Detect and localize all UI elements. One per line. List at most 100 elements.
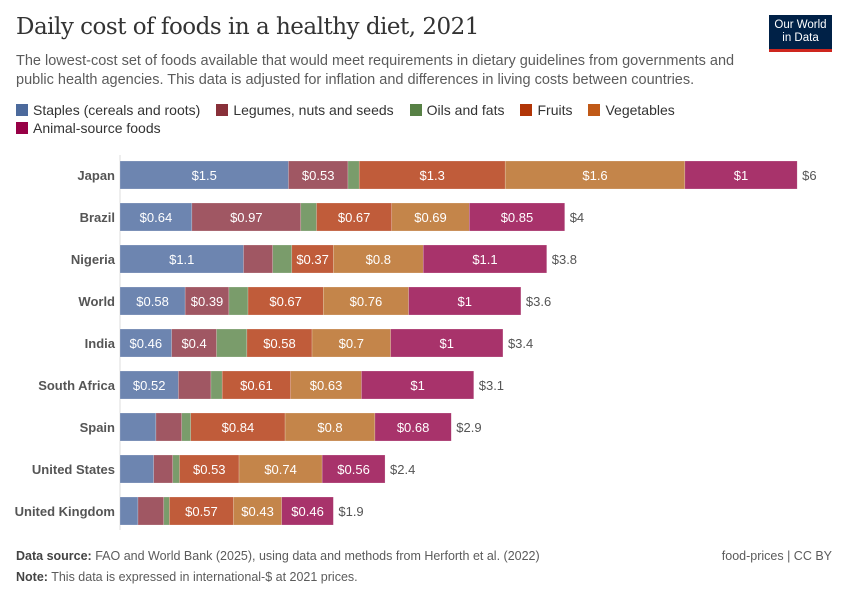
bar-segment [238,454,323,484]
bar-segment [155,412,183,442]
note: Note: This data is expressed in internat… [16,570,358,584]
data-label: $0.68 [397,420,430,435]
logo-line2: in Data [782,32,819,44]
data-label: $0.7 [339,336,364,351]
source-label: Data source: [16,549,92,563]
bar-segment [191,202,302,232]
data-label: $0.61 [240,378,273,393]
category-label: India [85,336,116,351]
total-label: $4 [570,210,584,225]
bar-segment [391,202,470,232]
bar-segment [291,244,334,274]
category-label: Brazil [80,210,115,225]
data-label: $0.64 [140,210,173,225]
bar-segment [119,496,139,526]
data-label: $0.84 [222,420,255,435]
bar-segment [210,370,223,400]
total-label: $1.9 [338,504,363,519]
data-label: $0.74 [264,462,297,477]
bar-segment [119,412,157,442]
legend-label: Animal-source foods [33,120,161,136]
data-label: $1.1 [169,252,194,267]
data-label: $1 [458,294,472,309]
bar-segment [119,244,244,274]
category-label: South Africa [38,378,116,393]
bar-segment [221,370,291,400]
legend-swatch [588,104,601,116]
bar-segment [233,496,282,526]
data-label: $1.3 [420,168,445,183]
data-label: $0.97 [230,210,263,225]
bar-segment [190,412,286,442]
bar-segment [422,244,547,274]
category-label: United Kingdom [15,504,115,519]
source-text[interactable]: FAO and World Bank (2025), using data an… [95,549,540,563]
data-label: $0.57 [185,504,218,519]
data-label: $1 [734,168,748,183]
bar-segment [358,160,506,190]
category-label: Spain [80,420,115,435]
data-label: $1 [410,378,424,393]
bar-segment [390,328,504,358]
data-label: $0.46 [291,504,324,519]
category-label: Japan [77,168,115,183]
data-label: $0.85 [501,210,534,225]
data-source: Data source: FAO and World Bank (2025), … [16,549,540,563]
bar-segment [246,328,313,358]
total-label: $3.4 [508,336,533,351]
bar-segment [119,160,289,190]
note-text: This data is expressed in international-… [51,570,358,584]
legend-label: Oils and fats [426,102,505,118]
category-label: United States [32,462,115,477]
bar-segment [272,244,293,274]
legend-item[interactable]: Oils and fats [409,101,505,119]
bar-segment [243,244,273,274]
total-label: $2.4 [390,462,415,477]
data-label: $1 [440,336,454,351]
bar-segment [284,412,376,442]
category-label: World [78,294,115,309]
owid-logo[interactable]: Our World in Data [769,15,832,52]
bar-segment [323,286,409,316]
total-label: $6 [802,168,816,183]
total-label: $3.1 [479,378,504,393]
bar-segment [347,160,360,190]
bar-segment [469,202,565,232]
bar-segment [137,496,165,526]
bar-segment [228,286,249,316]
data-label: $0.53 [193,462,226,477]
bar-segment [311,328,391,358]
total-label: $3.8 [552,252,577,267]
data-label: $0.52 [133,378,166,393]
bar-segment [290,370,362,400]
data-label: $0.8 [366,252,391,267]
data-label: $0.37 [296,252,329,267]
legend-item[interactable]: Animal-source foods [16,119,161,137]
data-label: $0.63 [310,378,343,393]
legend-swatch [16,104,28,116]
legend-item[interactable]: Staples (cereals and roots) [16,101,200,119]
data-label: $0.58 [263,336,296,351]
bar-segment [321,454,386,484]
data-label: $0.43 [241,504,274,519]
legend-item[interactable]: Legumes, nuts and seeds [216,101,394,119]
data-label: $0.67 [269,294,302,309]
data-label: $0.76 [350,294,383,309]
bar-segment [119,454,154,484]
category-label: Nigeria [71,252,116,267]
legend-swatch [216,104,229,116]
data-label: $0.4 [181,336,206,351]
data-label: $0.46 [130,336,163,351]
legend-label: Vegetables [605,102,675,118]
license[interactable]: food-prices | CC BY [721,549,832,563]
bar-segment [374,412,452,442]
bar-segment [119,328,172,358]
legend-item[interactable]: Fruits [520,101,572,119]
logo-line1: Our World [774,19,827,31]
legend-item[interactable]: Vegetables [588,101,675,119]
bar-segment [281,496,334,526]
note-label: Note: [16,570,48,584]
bar-segment [216,328,248,358]
